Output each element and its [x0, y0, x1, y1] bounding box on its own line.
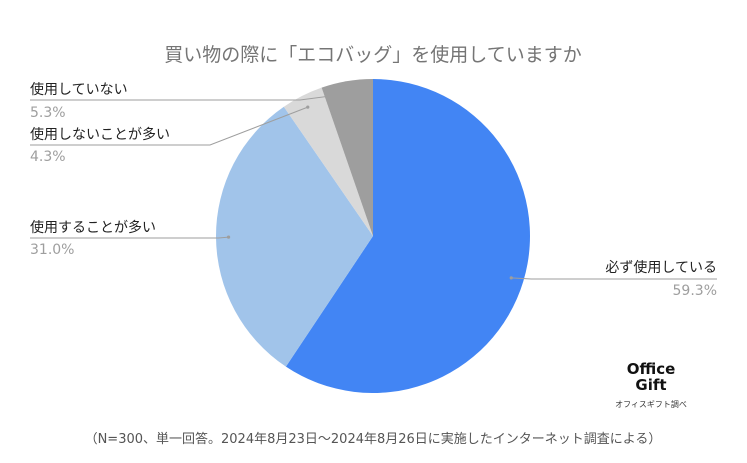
pie-slice — [283, 87, 373, 236]
logo-line2: Gift — [635, 376, 666, 394]
slice-label: 必ず使用している — [605, 259, 717, 276]
logo-line1: Office — [627, 360, 676, 378]
leader-lines — [30, 91, 717, 280]
pie-slice — [285, 79, 530, 394]
leader-line — [511, 277, 717, 280]
office-gift-logo: Office Gift オフィスギフト調べ — [615, 360, 687, 409]
slice-value: 31.0% — [30, 242, 74, 258]
leader-dot — [226, 235, 231, 239]
pie-slices — [216, 79, 530, 394]
slice-value: 5.3% — [30, 105, 66, 121]
slice-labels: 必ず使用している 59.3% 使用することが多い 31.0% 使用しないことが多い 4.3… — [30, 81, 717, 299]
slice-value: 59.3% — [673, 283, 717, 299]
leader-line — [30, 236, 229, 239]
logo-caption: オフィスギフト調べ — [615, 399, 687, 409]
leader-dot — [347, 91, 351, 96]
leader-dot — [509, 276, 513, 280]
slice-value: 4.3% — [30, 149, 66, 165]
leader-line — [30, 106, 308, 146]
leader-line — [30, 93, 350, 101]
slice-label: 使用していない — [30, 81, 128, 98]
leader-dot — [306, 105, 310, 109]
chart-title: 買い物の際に「エコバッグ」を使用していますか — [164, 44, 581, 66]
footnote: （N=300、単一回答。2024年8月23日〜2024年8月26日に実施したイン… — [85, 431, 662, 447]
pie-slice — [216, 106, 373, 367]
slice-label: 使用しないことが多い — [30, 126, 170, 143]
pie-slice — [321, 79, 373, 236]
slice-label: 使用することが多い — [30, 219, 156, 236]
